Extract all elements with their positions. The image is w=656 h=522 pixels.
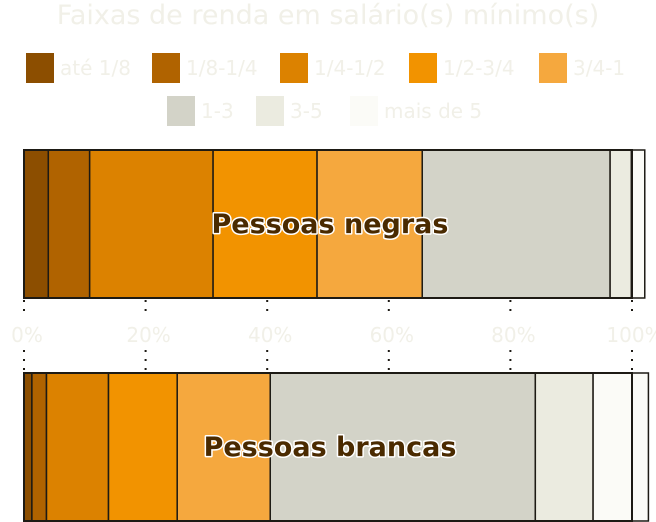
legend-swatch-7 <box>350 96 378 126</box>
segment-pessoas-negras-6 <box>609 149 633 299</box>
bars: Pessoas negras Pessoas brancas <box>23 149 650 522</box>
bar-label-pessoas-brancas: Pessoas brancas <box>204 432 457 463</box>
legend-swatch-4 <box>539 53 567 83</box>
tick-label-40: 40% <box>248 323 292 347</box>
legend: até 1/8 1/8-1/4 1/4-1/2 1/2-3/4 3/4-1 1-3 3-5 m… <box>26 53 625 126</box>
segment-pessoas-negras-0 <box>23 149 50 299</box>
tick-label-100: 100% <box>606 323 656 347</box>
legend-label-4: 3/4-1 <box>573 56 625 80</box>
legend-label-5: 1-3 <box>201 99 234 123</box>
tick-label-60: 60% <box>370 323 414 347</box>
tick-label-20: 20% <box>126 323 170 347</box>
legend-swatch-2 <box>280 53 308 83</box>
segment-pessoas-negras-3 <box>212 149 318 299</box>
bar-pessoas-brancas: Pessoas brancas <box>23 372 650 522</box>
bar-frame-pessoas-negras <box>23 149 633 299</box>
legend-label-2: 1/4-1/2 <box>314 56 386 80</box>
bar-label-pessoas-negras: Pessoas negras <box>212 209 449 240</box>
legend-swatch-1 <box>152 53 180 83</box>
segment-pessoas-brancas-1 <box>31 372 48 522</box>
segment-pessoas-brancas-2 <box>45 372 110 522</box>
tick-label-80: 80% <box>491 323 535 347</box>
legend-label-0: até 1/8 <box>60 56 131 80</box>
segment-pessoas-brancas-0 <box>23 372 33 522</box>
legend-label-7: mais de 5 <box>384 99 482 123</box>
segment-pessoas-negras-2 <box>88 149 214 299</box>
segment-pessoas-brancas-6 <box>534 372 594 522</box>
legend-swatch-5 <box>167 96 195 126</box>
segment-pessoas-brancas-7 <box>592 372 650 522</box>
legend-label-6: 3-5 <box>290 99 323 123</box>
bar-pessoas-negras: Pessoas negras <box>23 149 646 299</box>
legend-swatch-0 <box>26 53 54 83</box>
legend-label-3: 1/2-3/4 <box>443 56 515 80</box>
segment-pessoas-negras-1 <box>47 149 91 299</box>
legend-swatch-6 <box>256 96 284 126</box>
chart-title: Faixas de renda em salário(s) mínimo(s) <box>57 0 599 31</box>
tick-label-0: 0% <box>11 323 43 347</box>
segment-pessoas-negras-5 <box>421 149 611 299</box>
x-axis: 0% 20% 40% 60% 80% 100% <box>11 300 656 371</box>
bar-frame-pessoas-brancas <box>23 372 633 522</box>
legend-label-1: 1/8-1/4 <box>186 56 258 80</box>
legend-swatch-3 <box>409 53 437 83</box>
segment-pessoas-brancas-3 <box>107 372 178 522</box>
segment-pessoas-negras-7 <box>630 149 646 299</box>
